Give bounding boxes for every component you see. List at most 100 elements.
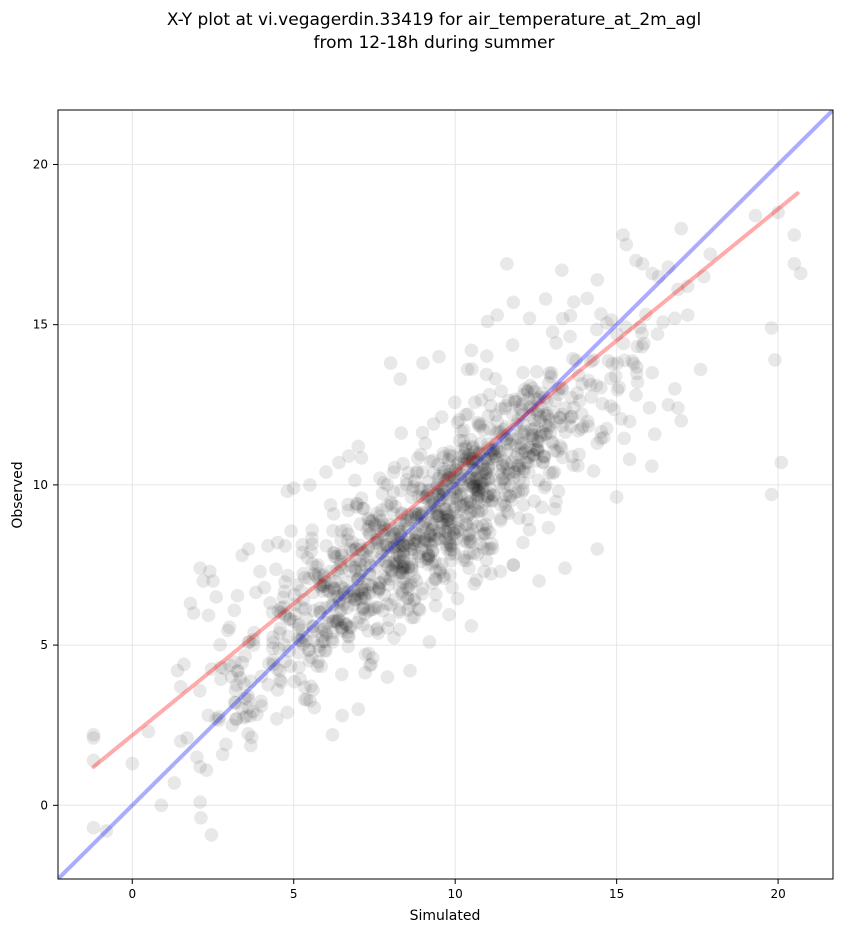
scatter-point	[300, 550, 315, 565]
scatter-point	[508, 438, 523, 453]
scatter-point	[457, 550, 472, 564]
scatter-point	[422, 535, 437, 550]
scatter-point	[411, 534, 426, 548]
scatter-point	[345, 535, 360, 549]
scatter-point	[450, 415, 465, 430]
scatter-point	[400, 507, 415, 522]
scatter-point	[313, 578, 328, 592]
scatter-point	[549, 336, 563, 350]
scatter-point	[404, 610, 419, 625]
scatter-point	[506, 407, 520, 422]
scatter-point	[531, 444, 545, 458]
scatter-point	[287, 674, 302, 689]
scatter-point	[402, 532, 417, 546]
y-axis-ticks: 0 5 10 15 20	[33, 157, 58, 812]
scatter-point	[229, 711, 244, 726]
scatter-point	[326, 598, 340, 613]
scatter-point	[537, 407, 552, 422]
scatter-point	[393, 372, 408, 386]
scatter-point	[497, 454, 512, 468]
scatter-point	[423, 454, 438, 469]
scatter-point	[392, 603, 407, 617]
scatter-point	[499, 432, 513, 446]
scatter-point	[481, 409, 496, 423]
scatter-point	[603, 399, 618, 413]
scatter-point	[411, 489, 426, 504]
scatter-point	[358, 587, 372, 601]
scatter-point	[446, 542, 461, 557]
scatter-point	[703, 247, 718, 261]
scatter-point	[453, 472, 468, 487]
scatter-point	[397, 559, 412, 573]
scatter-point	[306, 633, 321, 648]
scatter-point	[469, 478, 483, 493]
scatter-point	[564, 410, 578, 424]
scatter-point	[262, 657, 276, 671]
scatter-point	[375, 503, 389, 517]
scatter-point	[387, 460, 402, 475]
scatter-point	[462, 471, 477, 485]
scatter-point	[391, 522, 405, 536]
scatter-point	[542, 376, 556, 391]
scatter-point	[323, 576, 338, 591]
scatter-point	[317, 643, 332, 658]
scatter-point	[465, 516, 480, 530]
scatter-point	[387, 539, 402, 554]
y-tick-label: 0	[40, 798, 48, 812]
scatter-point	[412, 549, 426, 564]
scatter-point	[363, 578, 378, 592]
scatter-point	[273, 605, 288, 620]
scatter-point	[277, 584, 292, 599]
scatter-point	[305, 556, 320, 571]
scatter-point	[533, 410, 548, 424]
scatter-point	[319, 616, 334, 630]
scatter-point	[241, 700, 256, 715]
scatter-point	[362, 527, 377, 541]
scatter-point	[558, 561, 572, 575]
scatter-point	[502, 488, 517, 503]
scatter-point	[356, 617, 370, 632]
scatter-point	[437, 462, 451, 476]
scatter-point	[601, 354, 616, 368]
scatter-point	[384, 497, 399, 512]
scatter-point	[395, 560, 410, 574]
scatter-point	[241, 688, 255, 703]
scatter-point	[512, 400, 527, 415]
scatter-point	[360, 553, 374, 567]
scatter-point	[443, 464, 458, 479]
scatter-point	[330, 589, 345, 604]
scatter-point	[475, 465, 490, 480]
scatter-point	[493, 564, 508, 579]
scatter-point	[531, 407, 545, 422]
scatter-point	[341, 629, 356, 643]
scatter-point	[370, 535, 385, 550]
scatter-point	[411, 507, 426, 522]
scatter-point	[272, 663, 287, 678]
scatter-point	[406, 479, 421, 494]
scatter-point	[274, 675, 289, 689]
scatter-point	[394, 507, 409, 521]
scatter-point	[477, 423, 491, 438]
scatter-point	[551, 387, 566, 402]
scatter-point	[539, 408, 554, 423]
scatter-point	[478, 453, 492, 467]
scatter-point	[395, 587, 409, 601]
scatter-point	[563, 419, 578, 434]
scatter-point	[527, 421, 542, 436]
scatter-point	[525, 381, 540, 396]
scatter-point	[372, 518, 387, 533]
scatter-point	[278, 654, 293, 669]
scatter-point	[469, 483, 484, 497]
scatter-point	[333, 558, 348, 572]
scatter-point	[318, 575, 332, 590]
scatter-point	[167, 776, 182, 790]
scatter-point	[544, 369, 558, 384]
scatter-point	[242, 634, 257, 649]
scatter-point	[530, 442, 545, 457]
scatter-point	[545, 466, 560, 481]
scatter-point	[362, 513, 377, 527]
scatter-point	[499, 457, 514, 471]
scatter-point	[394, 525, 408, 539]
scatter-point	[432, 493, 447, 508]
scatter-point	[459, 553, 474, 568]
